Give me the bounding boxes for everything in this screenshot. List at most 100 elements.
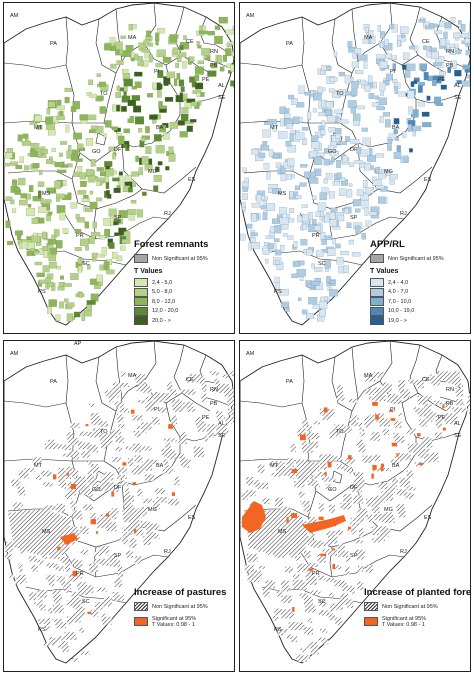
legend-class-row: 2,4 - 5,0 [134, 278, 234, 288]
legend-planted-forest: Increase of planted forest Non Significa… [364, 587, 471, 628]
class-swatch [134, 297, 148, 307]
state-label-ms: MS [278, 529, 287, 535]
state-label-to: TO [336, 429, 344, 435]
legend-app-rl: APP/RL Non Significant at 95% T Values 2… [370, 239, 470, 326]
state-label-ce: CE [422, 39, 430, 45]
legend-class-row: 7,0 - 10,0 [370, 297, 470, 307]
class-swatch [134, 306, 148, 316]
legend-class-row: 8,0 - 12,0 [134, 297, 234, 307]
state-label-pr: PR [312, 233, 320, 239]
state-label-rn: RN [210, 387, 218, 393]
ns-swatch [370, 254, 384, 263]
state-label-ms: MS [278, 191, 287, 197]
state-label-ma: MA [364, 35, 373, 41]
state-label-mg: MG [384, 507, 393, 513]
state-label-ba: BA [156, 463, 164, 469]
state-label-ce: CE [186, 39, 194, 45]
state-label-go: GO [92, 487, 101, 493]
legend-title: Increase of pastures [134, 587, 227, 598]
state-label-go: GO [328, 487, 337, 493]
state-label-df: DF [114, 147, 122, 153]
state-label-al: AL [218, 83, 225, 89]
state-label-go: GO [92, 149, 101, 155]
state-label-sp: SP [350, 553, 358, 559]
state-label-pb: PB [446, 401, 454, 407]
state-label-rn: RN [446, 387, 454, 393]
state-label-pb: PB [210, 63, 218, 69]
legend-ns-row: Non Significant at 95% [134, 254, 234, 263]
state-label-am: AM [10, 351, 19, 357]
state-label-rs: RS [274, 289, 282, 295]
state-label-mt: MT [34, 463, 43, 469]
tvalues-title: T Values [370, 268, 399, 275]
state-label-es: ES [188, 177, 196, 183]
state-label-sp: SP [114, 215, 122, 221]
legend-class-row: 5,0 - 8,0 [134, 287, 234, 298]
state-label-mt: MT [270, 463, 279, 469]
legend-title: APP/RL [370, 239, 405, 250]
state-label-pa: PA [286, 41, 293, 47]
ns-swatch [134, 254, 148, 263]
state-label-df: DF [350, 485, 358, 491]
app-rl-shading [240, 17, 470, 322]
state-label-pr: PR [76, 233, 84, 239]
state-label-al: AL [454, 421, 461, 427]
legend-ns-row: Non Significant at 95% [364, 602, 464, 611]
sig-swatch [364, 617, 378, 626]
class-label: 4,0 - 7,0 [388, 289, 409, 296]
state-label-rj: RJ [400, 549, 407, 555]
state-label-sp: SP [114, 553, 122, 559]
state-labels: AM PA MA CE RN PB PE AL SE TO PI BA MT GO DF MG ES MS SP RJ… [10, 341, 226, 633]
ns-label: Non Significant at 95% [152, 603, 208, 610]
legend-sig-row: Significant at 95% T Values: 0.98 - 1 [364, 616, 464, 628]
state-label-ma: MA [364, 373, 373, 379]
state-label-am: AM [10, 13, 19, 19]
state-label-es: ES [424, 177, 432, 183]
state-label-es: ES [424, 515, 432, 521]
state-label-pi: PI [154, 69, 160, 75]
state-label-pi: PI [154, 407, 160, 413]
brazil-map-pastures: AM PA MA CE RN PB PE AL SE TO PI BA MT GO DF MG ES MS SP RJ… [4, 341, 234, 664]
legend-title: Increase of planted forest [364, 587, 471, 598]
state-label-am: AM [246, 13, 255, 19]
state-labels: AM PA MA CE RN PB PE AL SE TO PI BA MT GO DF MG ES MS SP RJ… [246, 13, 462, 295]
ns-label: Non Significant at 95% [382, 603, 438, 610]
ns-label: Non Significant at 95% [152, 255, 208, 262]
sig-text: Significant at 95% T Values: 0.98 - 1 [382, 616, 426, 628]
map-panel-app-rl: AM PA MA CE RN PB PE AL SE TO PI BA MT GO DF MG ES MS SP RJ… [239, 2, 471, 334]
map-panel-increase-of-pastures: AM PA MA CE RN PB PE AL SE TO PI BA MT GO DF MG ES MS SP RJ… [3, 340, 235, 672]
legend-class-row: 2,4 - 4,0 [370, 278, 470, 288]
state-label-df: DF [350, 147, 358, 153]
state-label-pe: PE [202, 77, 210, 83]
brazil-map-forest-remnants: AM PA MA CE RN PB PE AL SE TO PI BA MT GO DF MG ES MS SP RJ… [4, 3, 234, 326]
state-label-sc: SC [318, 599, 326, 605]
brazil-map-planted-forest: AM PA MA CE RN PB PE AL SE TO PI BA MT GO DF MG ES MS SP RJ… [240, 341, 470, 664]
ns-label: Non Significant at 95% [388, 255, 444, 262]
state-label-pe: PE [202, 415, 210, 421]
state-label-mt: MT [270, 125, 279, 131]
state-label-sc: SC [82, 599, 90, 605]
state-label-pa: PA [286, 379, 293, 385]
state-label-es: ES [188, 515, 196, 521]
map-panel-forest-remnants: AM PA MA CE RN PB PE AL SE TO PI BA MT GO DF MG ES MS SP RJ… [3, 2, 235, 334]
legend-sig-row: Significant at 95% T Values: 0.98 - 1 [134, 616, 234, 628]
sig-text: Significant at 95% T Values: 0.98 - 1 [152, 616, 196, 628]
state-labels: AM PA MA CE RN PB PE AL SE TO PI BA MT GO DF MG ES MS SP RJ… [10, 13, 226, 295]
legend-forest-remnants: Forest remnants Non Significant at 95% T… [134, 239, 234, 326]
class-swatch [370, 306, 384, 316]
state-label-ba: BA [156, 125, 164, 131]
legend-pastures: Increase of pastures Non Significant at … [134, 587, 234, 628]
state-label-ba: BA [392, 463, 400, 469]
state-label-to: TO [336, 91, 344, 97]
forest-remnants-shading [4, 16, 234, 322]
state-label-pi: PI [390, 407, 396, 413]
state-label-ap: AP [74, 341, 82, 347]
state-label-ms: MS [42, 529, 51, 535]
state-label-mt: MT [34, 125, 43, 131]
state-label-se: SE [218, 433, 226, 439]
ns-hatch-swatch [134, 602, 148, 611]
state-label-rn: RN [210, 49, 218, 55]
state-label-mg: MG [148, 507, 157, 513]
class-swatch [370, 278, 384, 288]
state-label-ms: MS [42, 191, 51, 197]
